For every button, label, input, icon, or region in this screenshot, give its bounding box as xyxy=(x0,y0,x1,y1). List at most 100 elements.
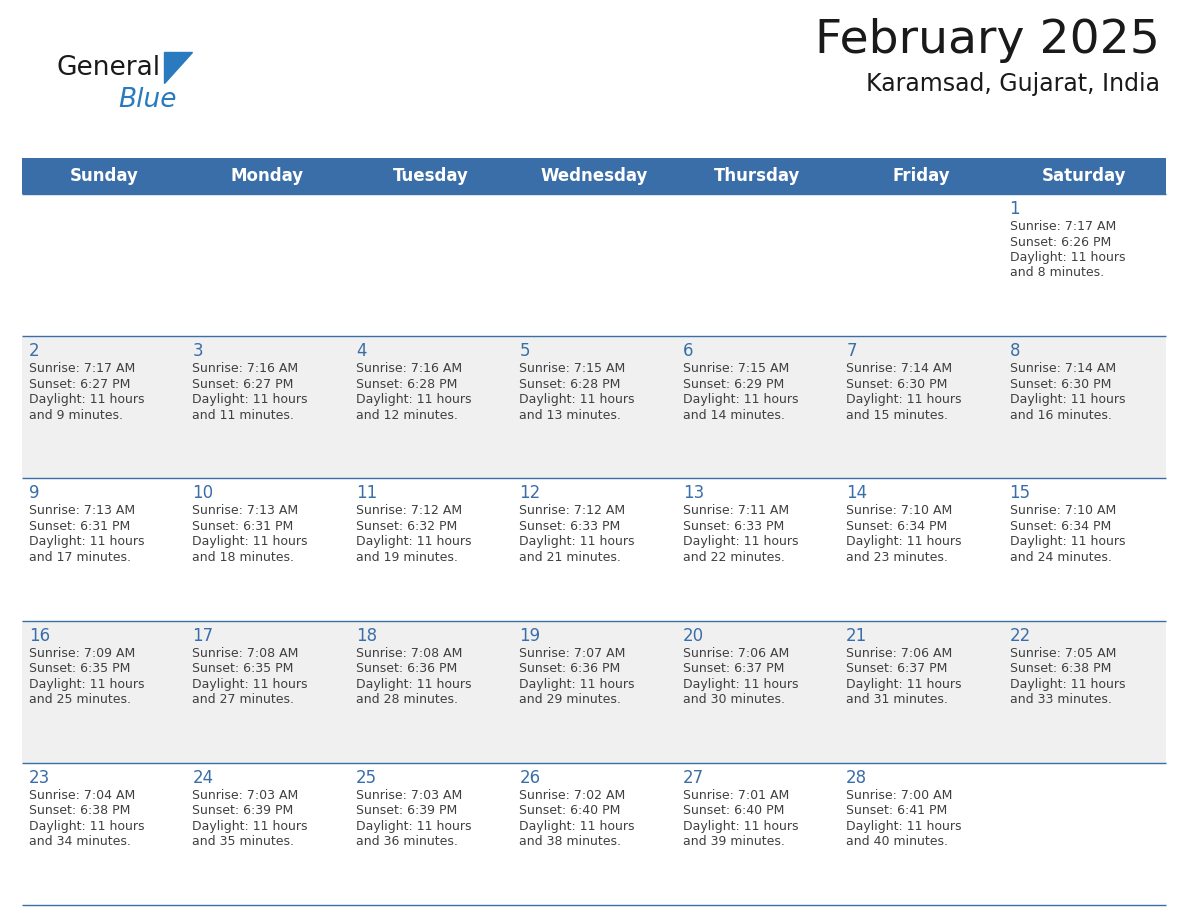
Text: Sunrise: 7:12 AM: Sunrise: 7:12 AM xyxy=(356,504,462,518)
Text: Daylight: 11 hours: Daylight: 11 hours xyxy=(29,535,145,548)
Text: Daylight: 11 hours: Daylight: 11 hours xyxy=(1010,535,1125,548)
Text: Blue: Blue xyxy=(118,87,177,113)
Text: 25: 25 xyxy=(356,768,377,787)
Text: Daylight: 11 hours: Daylight: 11 hours xyxy=(29,677,145,690)
Text: 3: 3 xyxy=(192,342,203,360)
Text: 7: 7 xyxy=(846,342,857,360)
Text: Sunset: 6:26 PM: Sunset: 6:26 PM xyxy=(1010,236,1111,249)
Text: 22: 22 xyxy=(1010,627,1031,644)
Text: General: General xyxy=(56,55,160,81)
Bar xyxy=(23,194,1165,336)
Text: Sunrise: 7:06 AM: Sunrise: 7:06 AM xyxy=(683,646,789,660)
Text: Sunrise: 7:02 AM: Sunrise: 7:02 AM xyxy=(519,789,626,801)
Text: Daylight: 11 hours: Daylight: 11 hours xyxy=(519,820,634,833)
Text: 11: 11 xyxy=(356,485,377,502)
Text: Thursday: Thursday xyxy=(714,167,801,185)
Text: Sunset: 6:29 PM: Sunset: 6:29 PM xyxy=(683,377,784,391)
Text: Daylight: 11 hours: Daylight: 11 hours xyxy=(356,820,472,833)
Text: Sunrise: 7:15 AM: Sunrise: 7:15 AM xyxy=(683,363,789,375)
Text: Sunset: 6:39 PM: Sunset: 6:39 PM xyxy=(192,804,293,817)
Text: Sunset: 6:41 PM: Sunset: 6:41 PM xyxy=(846,804,947,817)
Text: 27: 27 xyxy=(683,768,703,787)
Text: Daylight: 11 hours: Daylight: 11 hours xyxy=(192,393,308,406)
Text: 2: 2 xyxy=(29,342,39,360)
Text: Sunrise: 7:10 AM: Sunrise: 7:10 AM xyxy=(846,504,953,518)
Text: Sunset: 6:38 PM: Sunset: 6:38 PM xyxy=(1010,662,1111,675)
Bar xyxy=(23,336,1165,478)
Text: 21: 21 xyxy=(846,627,867,644)
Text: Sunrise: 7:16 AM: Sunrise: 7:16 AM xyxy=(192,363,298,375)
Text: and 14 minutes.: and 14 minutes. xyxy=(683,409,784,421)
Text: Daylight: 11 hours: Daylight: 11 hours xyxy=(1010,251,1125,264)
Bar xyxy=(23,478,1165,621)
Text: Sunrise: 7:17 AM: Sunrise: 7:17 AM xyxy=(29,363,135,375)
Text: Sunset: 6:36 PM: Sunset: 6:36 PM xyxy=(356,662,457,675)
Text: Daylight: 11 hours: Daylight: 11 hours xyxy=(846,677,961,690)
Text: and 27 minutes.: and 27 minutes. xyxy=(192,693,295,706)
Text: Tuesday: Tuesday xyxy=(392,167,468,185)
Text: Sunset: 6:27 PM: Sunset: 6:27 PM xyxy=(29,377,131,391)
Text: and 39 minutes.: and 39 minutes. xyxy=(683,835,784,848)
Text: 28: 28 xyxy=(846,768,867,787)
Text: and 16 minutes.: and 16 minutes. xyxy=(1010,409,1112,421)
Text: 10: 10 xyxy=(192,485,214,502)
Text: Daylight: 11 hours: Daylight: 11 hours xyxy=(29,820,145,833)
Text: 17: 17 xyxy=(192,627,214,644)
Text: Sunset: 6:33 PM: Sunset: 6:33 PM xyxy=(519,520,620,533)
Text: and 21 minutes.: and 21 minutes. xyxy=(519,551,621,564)
Text: Daylight: 11 hours: Daylight: 11 hours xyxy=(192,677,308,690)
Text: and 33 minutes.: and 33 minutes. xyxy=(1010,693,1112,706)
Text: Daylight: 11 hours: Daylight: 11 hours xyxy=(683,677,798,690)
Text: Sunset: 6:30 PM: Sunset: 6:30 PM xyxy=(1010,377,1111,391)
Text: Sunrise: 7:01 AM: Sunrise: 7:01 AM xyxy=(683,789,789,801)
Text: Daylight: 11 hours: Daylight: 11 hours xyxy=(1010,677,1125,690)
Text: 26: 26 xyxy=(519,768,541,787)
Text: Daylight: 11 hours: Daylight: 11 hours xyxy=(519,535,634,548)
Text: Sunrise: 7:06 AM: Sunrise: 7:06 AM xyxy=(846,646,953,660)
Text: and 13 minutes.: and 13 minutes. xyxy=(519,409,621,421)
Text: Sunset: 6:35 PM: Sunset: 6:35 PM xyxy=(29,662,131,675)
Text: Sunrise: 7:14 AM: Sunrise: 7:14 AM xyxy=(846,363,953,375)
Text: Daylight: 11 hours: Daylight: 11 hours xyxy=(356,677,472,690)
Bar xyxy=(23,763,1165,905)
Text: Sunrise: 7:10 AM: Sunrise: 7:10 AM xyxy=(1010,504,1116,518)
Text: and 22 minutes.: and 22 minutes. xyxy=(683,551,784,564)
Text: 19: 19 xyxy=(519,627,541,644)
Text: Sunset: 6:31 PM: Sunset: 6:31 PM xyxy=(192,520,293,533)
Text: and 12 minutes.: and 12 minutes. xyxy=(356,409,457,421)
Text: Daylight: 11 hours: Daylight: 11 hours xyxy=(356,393,472,406)
Text: Daylight: 11 hours: Daylight: 11 hours xyxy=(29,393,145,406)
Text: and 29 minutes.: and 29 minutes. xyxy=(519,693,621,706)
Text: Monday: Monday xyxy=(230,167,304,185)
Text: Sunrise: 7:00 AM: Sunrise: 7:00 AM xyxy=(846,789,953,801)
Text: Sunset: 6:34 PM: Sunset: 6:34 PM xyxy=(1010,520,1111,533)
Text: Sunrise: 7:13 AM: Sunrise: 7:13 AM xyxy=(29,504,135,518)
Text: and 8 minutes.: and 8 minutes. xyxy=(1010,266,1104,279)
Bar xyxy=(23,158,1165,194)
Text: Sunset: 6:30 PM: Sunset: 6:30 PM xyxy=(846,377,948,391)
Text: Daylight: 11 hours: Daylight: 11 hours xyxy=(846,393,961,406)
Text: Sunrise: 7:11 AM: Sunrise: 7:11 AM xyxy=(683,504,789,518)
Text: Sunset: 6:37 PM: Sunset: 6:37 PM xyxy=(683,662,784,675)
Bar xyxy=(23,621,1165,763)
Text: Daylight: 11 hours: Daylight: 11 hours xyxy=(846,535,961,548)
Text: Sunset: 6:28 PM: Sunset: 6:28 PM xyxy=(356,377,457,391)
Text: 1: 1 xyxy=(1010,200,1020,218)
Text: Saturday: Saturday xyxy=(1042,167,1126,185)
Text: Sunset: 6:37 PM: Sunset: 6:37 PM xyxy=(846,662,948,675)
Text: Sunday: Sunday xyxy=(69,167,138,185)
Text: Sunset: 6:38 PM: Sunset: 6:38 PM xyxy=(29,804,131,817)
Text: 6: 6 xyxy=(683,342,694,360)
Text: and 36 minutes.: and 36 minutes. xyxy=(356,835,457,848)
Text: and 24 minutes.: and 24 minutes. xyxy=(1010,551,1112,564)
Text: 12: 12 xyxy=(519,485,541,502)
Text: 18: 18 xyxy=(356,627,377,644)
Text: Sunset: 6:27 PM: Sunset: 6:27 PM xyxy=(192,377,293,391)
Text: Sunset: 6:35 PM: Sunset: 6:35 PM xyxy=(192,662,293,675)
Text: 24: 24 xyxy=(192,768,214,787)
Text: Sunset: 6:40 PM: Sunset: 6:40 PM xyxy=(683,804,784,817)
Text: 5: 5 xyxy=(519,342,530,360)
Text: and 15 minutes.: and 15 minutes. xyxy=(846,409,948,421)
Text: Sunset: 6:39 PM: Sunset: 6:39 PM xyxy=(356,804,457,817)
Polygon shape xyxy=(164,52,192,83)
